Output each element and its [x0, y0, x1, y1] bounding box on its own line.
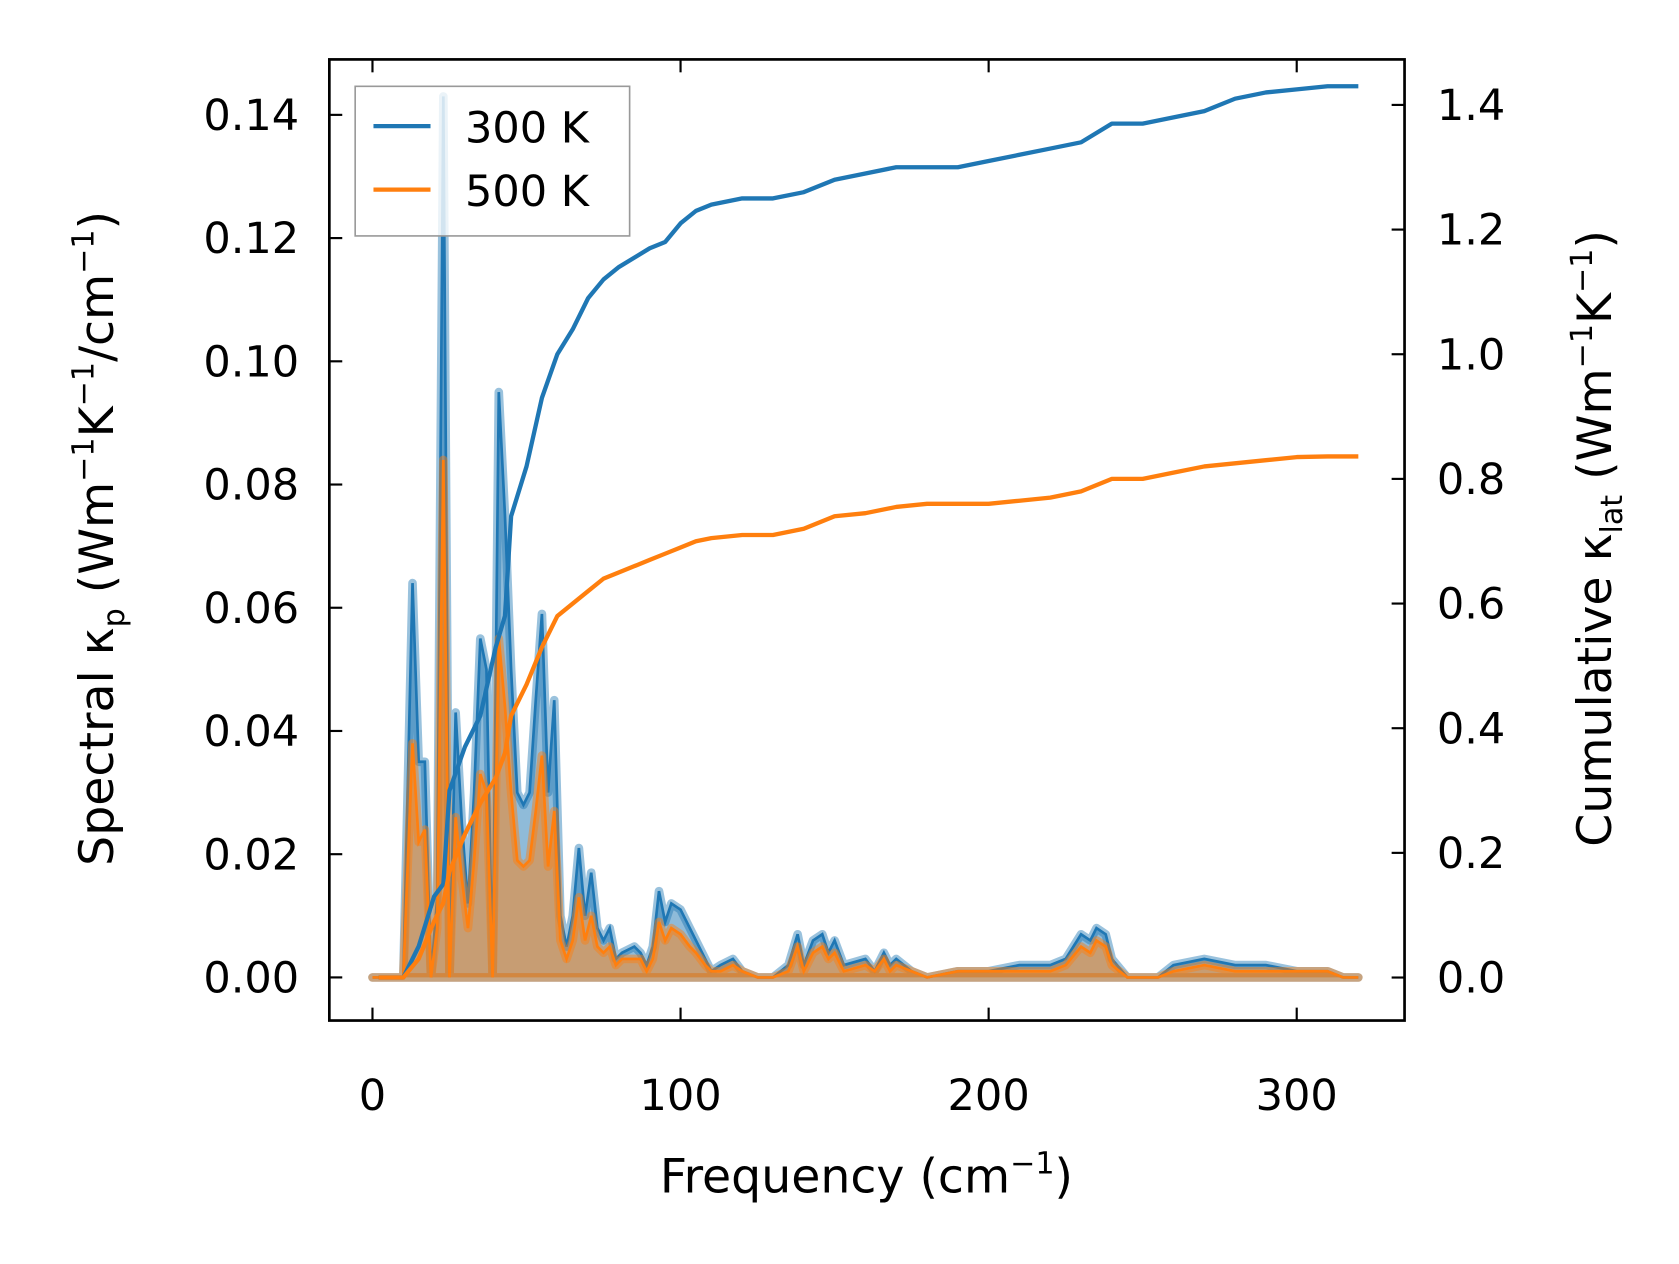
y-axis-left-label: Spectral κp (Wm−1K−1/cm−1)	[67, 211, 132, 866]
y-right-tick-label: 0.4	[1437, 704, 1505, 754]
cumulative-500k-line	[378, 454, 1359, 980]
legend-box	[354, 85, 631, 237]
axes-frame	[327, 58, 1406, 1022]
spectral-500k-area	[368, 455, 1363, 982]
y-axis-right-label: Cumulative κlat (Wm−1K−1)	[1565, 230, 1630, 847]
spectral-500k-line	[372, 459, 1359, 979]
y-right-tick-label: 1.2	[1437, 206, 1505, 256]
legend: 300 K 500 K	[354, 85, 631, 237]
y-right-tick-label: 1.4	[1437, 81, 1505, 131]
x-tick-label: 100	[639, 1071, 721, 1121]
legend-label-500k: 500 K	[465, 167, 591, 217]
x-tick-label: 0	[359, 1071, 386, 1121]
legend-label-300k: 300 K	[465, 103, 591, 153]
y-right-tick-label: 0.8	[1437, 455, 1505, 505]
plot-area	[368, 84, 1363, 982]
y-left-tick-label: 0.04	[203, 707, 299, 757]
y-right-tick-label: 0.2	[1437, 829, 1505, 879]
y-left-tick-label: 0.08	[203, 461, 299, 511]
y-left-tick-label: 0.12	[203, 214, 299, 264]
y-right-tick-label: 0.6	[1437, 580, 1505, 630]
y-left-tick-label: 0.02	[203, 830, 299, 880]
y-right-tick-label: 0.0	[1437, 954, 1505, 1004]
y-left-tick-label: 0.06	[203, 584, 299, 634]
y-right-tick-label: 1.0	[1437, 330, 1505, 380]
ticks: 0 100 200 300 0.00 0.02 0.04 0.06 0.08 0.10 0.12 0.…	[203, 59, 1505, 1121]
x-axis-label: Frequency (cm−1)	[660, 1146, 1073, 1204]
x-tick-label: 200	[948, 1071, 1030, 1121]
y-left-tick-label: 0.14	[203, 91, 299, 141]
y-left-tick-label: 0.00	[203, 953, 299, 1003]
cumulative-300k-line	[378, 84, 1359, 980]
y-left-tick-label: 0.10	[203, 337, 299, 387]
x-tick-label: 300	[1256, 1071, 1338, 1121]
